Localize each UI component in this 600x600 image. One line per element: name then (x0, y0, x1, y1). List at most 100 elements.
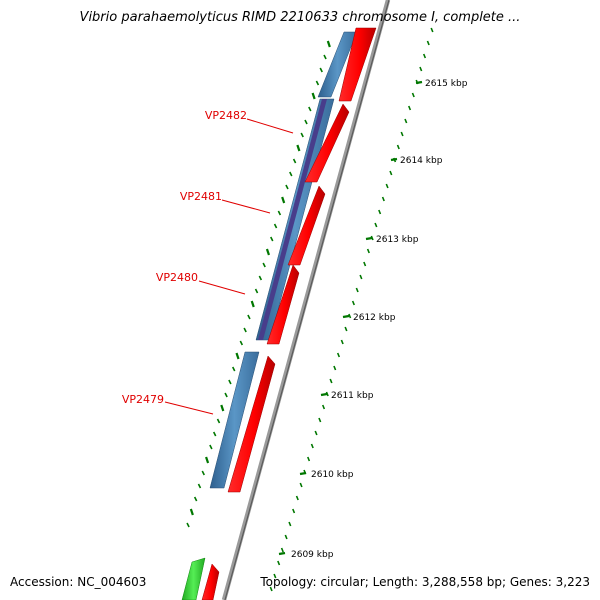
gene-label[interactable]: VP2479 (122, 393, 164, 406)
scale-tick (284, 534, 288, 540)
scale-major-tick (390, 157, 398, 162)
feature-tick (201, 470, 205, 476)
feature-tick (243, 327, 247, 333)
scale-major-tick (299, 471, 307, 476)
scale-tick (325, 391, 329, 397)
feature-tick (258, 275, 263, 281)
leader-line (198, 280, 246, 295)
feature-tick (265, 248, 270, 256)
protein-feature[interactable] (317, 31, 358, 98)
scale-tick (273, 573, 277, 579)
scale-tick (299, 482, 303, 488)
scale-tick (336, 352, 341, 358)
feature-tick (189, 508, 194, 516)
gene-arrow[interactable] (287, 185, 326, 266)
feature-tick (262, 262, 266, 268)
backbone (221, 0, 391, 600)
forward-genes (201, 27, 377, 600)
feature-tick (304, 119, 308, 125)
gene-arrow[interactable] (304, 103, 350, 183)
feature-tick (281, 196, 286, 204)
scale-tick (430, 27, 434, 33)
scale-tick (404, 118, 408, 124)
scale-label: 2609 kbp (291, 550, 334, 560)
feature-tick (323, 54, 327, 60)
feature-tick (231, 366, 236, 372)
gene-arrow[interactable] (266, 264, 300, 345)
leader-line (164, 401, 214, 415)
scale-tick (344, 326, 348, 332)
scale-ruler (269, 27, 434, 592)
feature-tick (220, 404, 225, 412)
scale-major-tick (342, 314, 350, 319)
scale-tick (318, 417, 322, 423)
scale-tick (408, 105, 412, 111)
gene-label[interactable]: VP2481 (180, 190, 222, 203)
scale-tick (288, 521, 292, 527)
gene-label[interactable]: VP2480 (156, 271, 198, 284)
scale-tick (355, 287, 359, 293)
feature-tick (235, 352, 240, 360)
feature-tick (186, 522, 190, 528)
scale-labels: 2615 kbp 2614 kbp 2613 kbp 2612 kbp 2611… (291, 79, 468, 560)
leader-line (246, 118, 294, 134)
scale-major-tick (278, 551, 286, 556)
feature-tick (296, 144, 301, 152)
feature-tick (300, 132, 304, 138)
feature-tick (224, 392, 228, 398)
gene-arrow[interactable] (227, 355, 276, 493)
scale-tick (359, 274, 363, 280)
scale-label: 2614 kbp (400, 156, 443, 166)
feature-tick (250, 300, 255, 308)
feature-tick (273, 223, 278, 229)
scale-tick (374, 222, 378, 228)
scale-tick (411, 92, 415, 98)
feature-tick (228, 379, 232, 385)
domain-feature[interactable] (258, 99, 327, 340)
scale-major-tick (365, 236, 373, 241)
feature-tick (254, 288, 259, 294)
scale-major-tick (320, 392, 328, 397)
scale-tick (307, 456, 311, 462)
gene-arrow[interactable] (201, 563, 220, 600)
scale-tick (277, 560, 281, 566)
feature-tick (311, 92, 316, 100)
leader-line (221, 199, 271, 214)
scale-tick (378, 209, 382, 215)
scale-tick (389, 170, 393, 176)
scale-tick (333, 365, 337, 371)
scale-tick (292, 508, 296, 514)
feature-tick (292, 158, 297, 164)
other-feature[interactable] (181, 557, 206, 600)
domain-features (258, 99, 327, 340)
feature-tick (197, 483, 202, 489)
scale-label: 2611 kbp (331, 391, 374, 401)
feature-tick (289, 171, 293, 177)
scale-tick (321, 404, 326, 410)
feature-tick (247, 314, 251, 320)
feature-tick (239, 340, 244, 346)
scale-tick (329, 378, 333, 384)
map-title: Vibrio parahaemolyticus RIMD 2210633 chr… (79, 10, 521, 25)
feature-tick (277, 210, 282, 216)
scale-label: 2613 kbp (376, 235, 419, 245)
feature-tick (209, 444, 213, 450)
scale-tick (269, 586, 273, 592)
other-features (181, 557, 206, 600)
scale-tick (366, 248, 370, 254)
gene-label[interactable]: VP2482 (205, 109, 247, 122)
scale-tick (314, 430, 318, 436)
scale-tick (422, 53, 427, 59)
feature-tick (216, 418, 221, 424)
feature-tick (285, 184, 289, 190)
scale-major-tick (415, 80, 423, 85)
scale-tick (295, 495, 299, 501)
gene-labels: VP2482 VP2481 VP2480 VP2479 (122, 109, 247, 406)
feature-tick (315, 80, 320, 86)
gene-arrow[interactable] (338, 27, 377, 102)
scale-tick (363, 261, 367, 267)
scale-tick (310, 443, 314, 449)
scale-tick (280, 547, 284, 553)
protein-feature[interactable] (209, 351, 260, 489)
